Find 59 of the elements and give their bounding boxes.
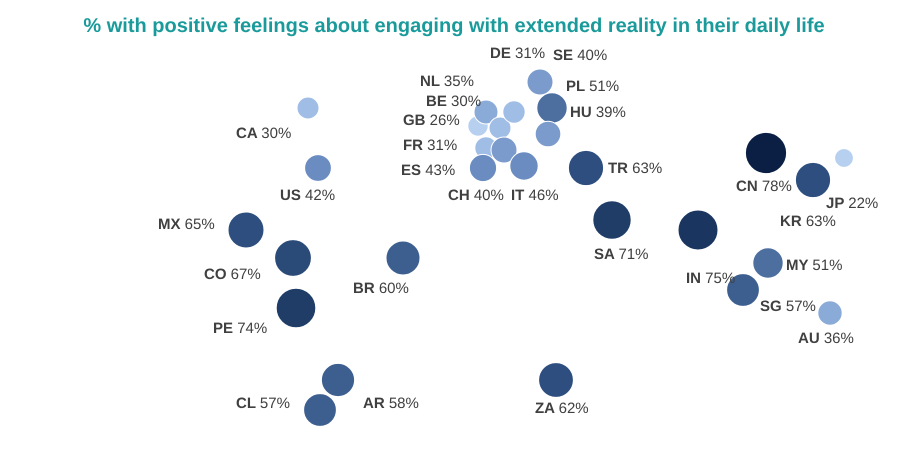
data-label: 51% (812, 257, 842, 274)
category-label: IN (686, 270, 706, 287)
data-label: 36% (824, 330, 854, 347)
data-label: 71% (618, 246, 648, 263)
data-label: 31% (427, 137, 458, 154)
category-label: BE (426, 93, 452, 110)
data-label: 63% (806, 213, 836, 230)
category-label: JP (826, 195, 848, 212)
text: % with positive feelings about engaging with extended reality in their daily life (83, 15, 825, 37)
category-label: GB (403, 112, 430, 129)
category-label: ES (401, 162, 426, 179)
data-label: 57% (260, 395, 290, 412)
category-label: CO (204, 266, 231, 283)
category-label: PL (566, 78, 590, 95)
category-label: DE (490, 45, 516, 62)
data-label: 46% (528, 187, 559, 204)
data-label: 31% (515, 45, 546, 62)
data-label: 60% (378, 280, 409, 297)
category-label: MY (786, 257, 812, 274)
data-label: 22% (848, 195, 878, 212)
category-label: SE (553, 47, 578, 64)
category-label: HU (570, 104, 596, 121)
category-label: IT (511, 187, 529, 204)
category-label: PE (213, 320, 238, 337)
category-label: MX (158, 216, 185, 233)
category-label: SA (594, 246, 618, 263)
category-label: KR (780, 213, 806, 230)
data-label: 58% (388, 395, 419, 412)
data-label: 30% (261, 125, 292, 142)
category-label: AU (798, 330, 824, 347)
category-label: ZA (535, 400, 559, 417)
data-label: 40% (474, 187, 504, 204)
data-label: 78% (762, 178, 792, 195)
data-label: 62% (558, 400, 589, 417)
data-label: 40% (577, 47, 608, 64)
category-label: AR (363, 395, 389, 412)
category-label: CH (448, 187, 474, 204)
category-label: FR (403, 137, 428, 154)
category-label: NL (420, 73, 444, 90)
category-label: CL (236, 395, 260, 412)
category-label: US (280, 187, 306, 204)
category-label: CA (236, 125, 262, 142)
data-label: 51% (589, 78, 620, 95)
data-label: 42% (305, 187, 336, 204)
data-label: 75% (705, 270, 736, 287)
data-label: 35% (444, 73, 474, 90)
category-label: TR (608, 160, 632, 177)
data-label: 30% (451, 93, 482, 110)
data-label: 74% (237, 320, 268, 337)
data-label: 39% (596, 104, 626, 121)
data-label: 65% (184, 216, 215, 233)
data-label: 67% (230, 266, 261, 283)
category-label: CN (736, 178, 762, 195)
category-label: SG (760, 298, 786, 315)
category-label: BR (353, 280, 379, 297)
data-label: 43% (425, 162, 456, 179)
data-label: 63% (632, 160, 662, 177)
data-label: 57% (786, 298, 816, 315)
data-label: 26% (430, 112, 460, 129)
